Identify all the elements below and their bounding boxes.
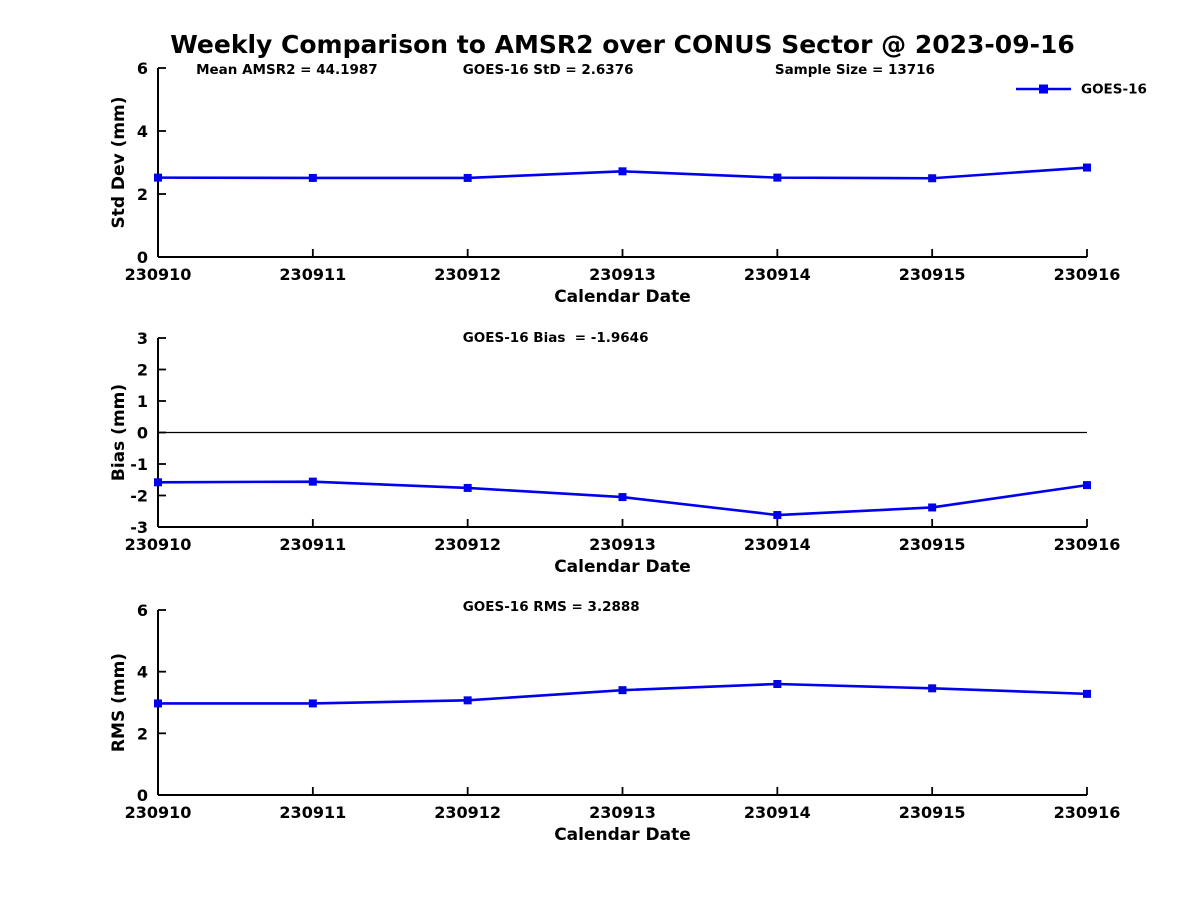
- data-marker: [1083, 481, 1091, 490]
- y-tick-label: 6: [137, 59, 148, 78]
- data-marker: [618, 493, 627, 502]
- y-axis-label: Bias (mm): [109, 384, 129, 481]
- annotation-text: GOES-16 RMS = 3.2888: [463, 599, 640, 615]
- x-tick-label: 230912: [434, 265, 501, 284]
- y-tick-label: -2: [130, 487, 148, 506]
- y-tick-label: 4: [137, 122, 148, 141]
- annotation-text: GOES-16 Bias = -1.9646: [463, 330, 649, 346]
- data-marker: [928, 684, 937, 693]
- x-tick-label: 230915: [899, 803, 966, 822]
- x-tick-label: 230913: [589, 803, 656, 822]
- legend-marker: [1039, 84, 1048, 94]
- y-tick-label: 4: [137, 663, 148, 682]
- annotation-text: Mean AMSR2 = 44.1987: [196, 62, 378, 78]
- y-axis-label: RMS (mm): [109, 653, 129, 752]
- legend-label: GOES-16: [1081, 82, 1147, 98]
- x-axis-label: Calendar Date: [554, 287, 691, 307]
- y-tick-label: 2: [137, 724, 148, 743]
- data-marker: [463, 173, 472, 182]
- data-marker: [154, 699, 162, 708]
- data-marker: [308, 699, 317, 708]
- y-tick-label: 6: [137, 601, 148, 620]
- data-marker: [1083, 689, 1091, 698]
- x-tick-label: 230910: [125, 265, 192, 284]
- data-marker: [773, 680, 782, 688]
- data-marker: [928, 174, 937, 183]
- x-tick-label: 230912: [434, 535, 501, 554]
- data-marker: [773, 511, 782, 520]
- subplot-0: 0 2 4 6 230910 230911 230912 230913 230914 230915…: [109, 59, 1147, 307]
- data-marker: [618, 167, 627, 176]
- x-tick-label: 230914: [744, 803, 811, 822]
- data-marker: [308, 173, 317, 182]
- x-tick-label: 230910: [125, 535, 192, 554]
- data-marker: [463, 483, 472, 492]
- x-tick-label: 230912: [434, 803, 501, 822]
- x-tick-label: 230914: [744, 265, 811, 284]
- x-tick-label: 230916: [1054, 803, 1121, 822]
- data-marker: [154, 173, 162, 182]
- data-marker: [154, 478, 162, 487]
- y-tick-label: 3: [137, 329, 148, 348]
- x-tick-label: 230911: [279, 803, 346, 822]
- y-tick-label: 2: [137, 185, 148, 204]
- data-marker: [618, 686, 627, 695]
- x-tick-label: 230913: [589, 265, 656, 284]
- x-tick-label: 230914: [744, 535, 811, 554]
- chart-title: Weekly Comparison to AMSR2 over CONUS Se…: [170, 30, 1075, 59]
- x-tick-label: 230916: [1054, 535, 1121, 554]
- y-tick-label: 0: [137, 424, 148, 443]
- x-axis-label: Calendar Date: [554, 557, 691, 577]
- y-tick-label: 0: [137, 786, 148, 805]
- data-marker: [463, 696, 472, 705]
- y-tick-label: 2: [137, 361, 148, 380]
- x-tick-label: 230911: [279, 265, 346, 284]
- y-tick-label: 1: [137, 392, 148, 411]
- x-tick-label: 230910: [125, 803, 192, 822]
- annotation-text: GOES-16 StD = 2.6376: [463, 62, 634, 78]
- x-tick-label: 230911: [279, 535, 346, 554]
- x-axis-label: Calendar Date: [554, 825, 691, 845]
- data-marker: [308, 477, 317, 486]
- annotation-text: Sample Size = 13716: [775, 62, 935, 78]
- subplot-1: -3 -2 -1 0 1 2 3 230910 230911 230912 230913 230914…: [109, 329, 1120, 577]
- data-marker: [928, 503, 937, 512]
- y-axis-label: Std Dev (mm): [109, 96, 129, 228]
- data-marker: [773, 173, 782, 182]
- y-tick-label: -1: [130, 455, 148, 474]
- y-tick-label: 0: [137, 248, 148, 267]
- x-tick-label: 230915: [899, 265, 966, 284]
- data-marker: [1083, 163, 1091, 172]
- x-tick-label: 230915: [899, 535, 966, 554]
- y-tick-label: -3: [130, 518, 148, 537]
- x-tick-label: 230913: [589, 535, 656, 554]
- subplot-2: 0 2 4 6 230910 230911 230912 230913 230914 230915…: [109, 599, 1120, 845]
- x-tick-label: 230916: [1054, 265, 1121, 284]
